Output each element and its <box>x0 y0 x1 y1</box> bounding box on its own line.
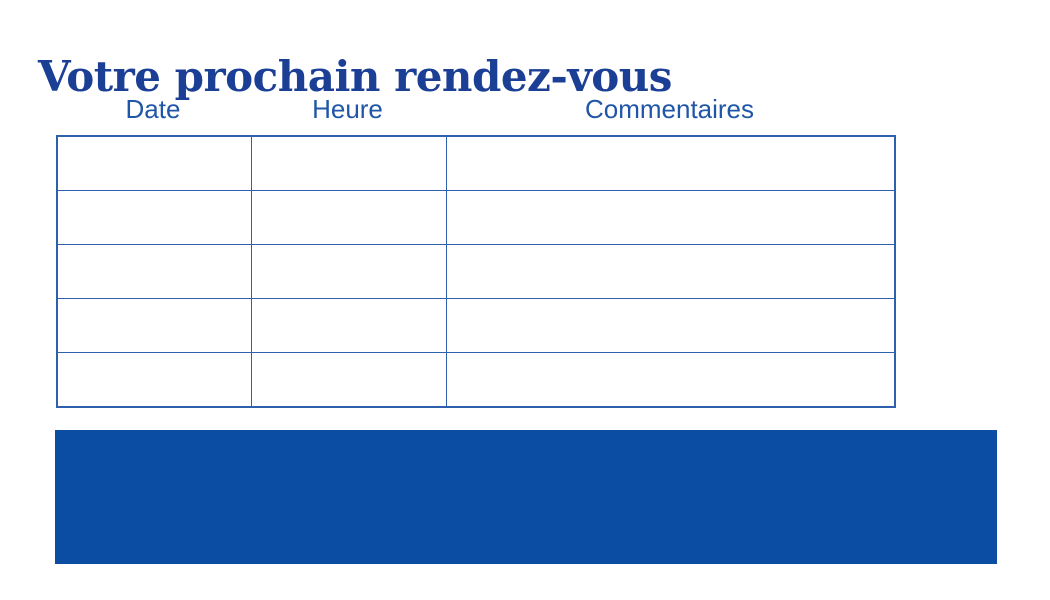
table-cell-heure[interactable] <box>250 298 447 353</box>
table-cell-date[interactable] <box>56 298 252 353</box>
table-cell-date[interactable] <box>56 244 252 299</box>
table-cell-date[interactable] <box>56 190 252 245</box>
table-cell-date[interactable] <box>56 135 252 191</box>
table-header-row: Date Heure Commentaires <box>56 93 894 125</box>
table-cell-commentaires[interactable] <box>445 135 896 191</box>
table-cell-heure[interactable] <box>250 352 447 408</box>
table-row <box>56 190 896 245</box>
table-cell-commentaires[interactable] <box>445 352 896 408</box>
page-title: Votre prochain rendez-vous <box>38 52 672 102</box>
appointments-table <box>56 135 896 408</box>
table-row <box>56 135 896 191</box>
table-cell-heure[interactable] <box>250 244 447 299</box>
table-cell-commentaires[interactable] <box>445 244 896 299</box>
bottom-banner-block <box>55 430 997 564</box>
table-cell-heure[interactable] <box>250 190 447 245</box>
table-cell-date[interactable] <box>56 352 252 408</box>
table-header-commentaires: Commentaires <box>584 94 755 124</box>
table-header-date: Date <box>125 94 181 124</box>
table-cell-commentaires[interactable] <box>445 298 896 353</box>
table-cell-commentaires[interactable] <box>445 190 896 245</box>
table-row <box>56 244 896 299</box>
table-row <box>56 298 896 353</box>
table-header-heure: Heure <box>312 94 383 124</box>
table-cell-heure[interactable] <box>250 135 447 191</box>
table-row <box>56 352 896 408</box>
